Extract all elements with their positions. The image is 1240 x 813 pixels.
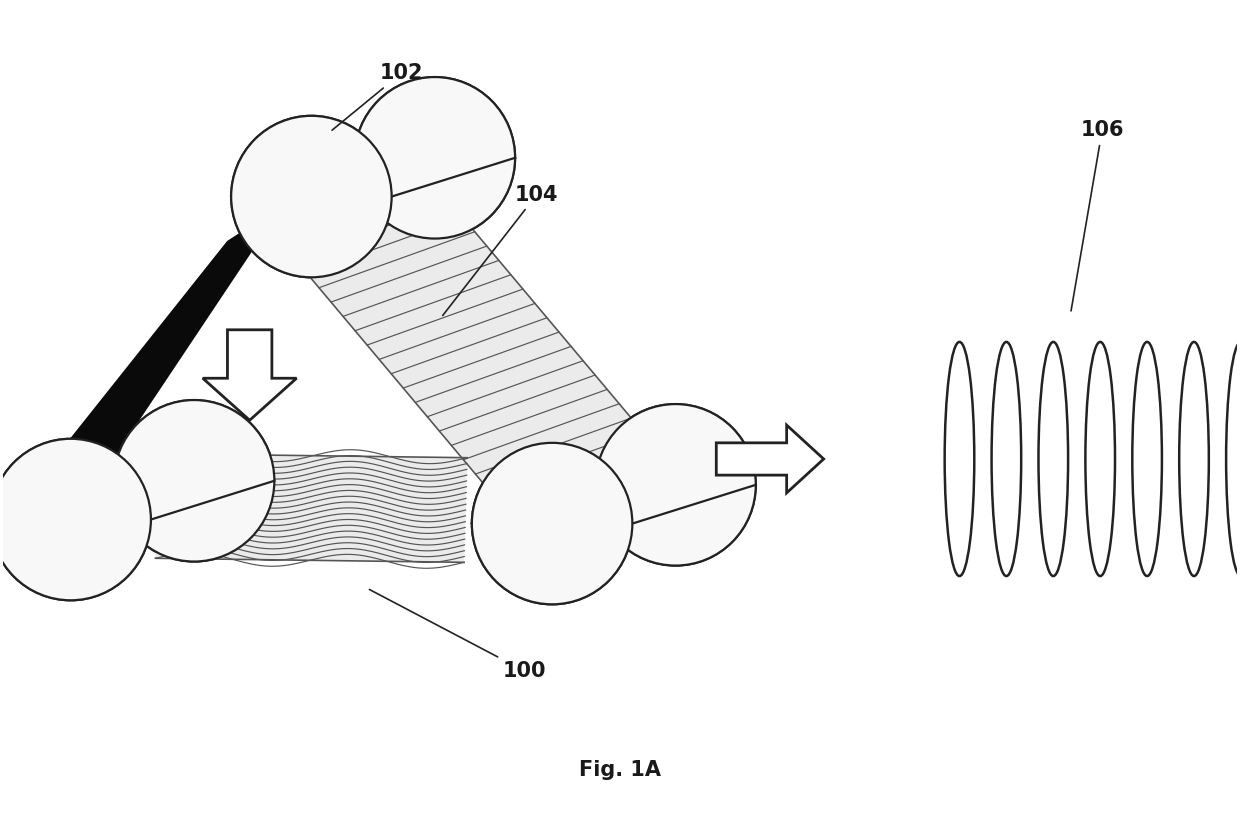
Ellipse shape: [0, 439, 151, 600]
Text: 106: 106: [1071, 120, 1123, 311]
Ellipse shape: [1085, 342, 1115, 576]
Ellipse shape: [1038, 342, 1068, 576]
Ellipse shape: [595, 404, 756, 566]
Polygon shape: [203, 330, 296, 420]
Ellipse shape: [231, 115, 392, 277]
Polygon shape: [19, 205, 283, 503]
Ellipse shape: [472, 443, 632, 604]
Ellipse shape: [0, 439, 151, 600]
Ellipse shape: [114, 400, 274, 562]
Ellipse shape: [472, 443, 632, 604]
Ellipse shape: [355, 77, 515, 238]
Ellipse shape: [945, 342, 975, 576]
Polygon shape: [717, 425, 823, 493]
Ellipse shape: [114, 400, 274, 562]
Ellipse shape: [355, 77, 515, 238]
Ellipse shape: [1226, 342, 1240, 576]
Polygon shape: [283, 189, 680, 532]
Text: 104: 104: [443, 185, 558, 315]
Ellipse shape: [992, 342, 1022, 576]
Ellipse shape: [1179, 342, 1209, 576]
Polygon shape: [155, 454, 467, 563]
Ellipse shape: [1132, 342, 1162, 576]
Ellipse shape: [595, 404, 756, 566]
Text: 100: 100: [370, 589, 547, 681]
Text: 102: 102: [332, 63, 423, 130]
Ellipse shape: [231, 115, 392, 277]
Text: Fig. 1A: Fig. 1A: [579, 760, 661, 780]
